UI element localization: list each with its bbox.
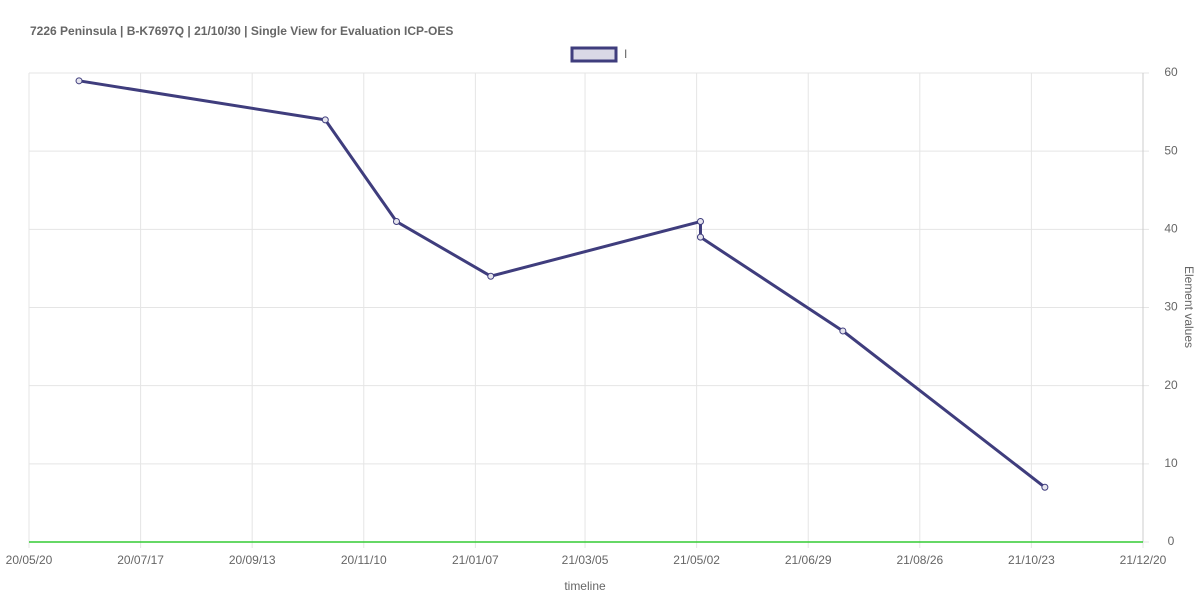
x-tick-label: 21/01/07 — [452, 553, 499, 567]
y-tick-label: 60 — [1164, 65, 1178, 79]
data-point — [321, 116, 329, 124]
y-axis-label: Element values — [1182, 266, 1196, 348]
y-tick-label: 30 — [1164, 300, 1178, 314]
x-axis-label: timeline — [564, 579, 606, 593]
data-point — [696, 233, 704, 241]
data-point — [1041, 483, 1049, 491]
data-point — [392, 218, 400, 226]
legend-swatch — [570, 46, 618, 63]
data-point — [839, 327, 847, 335]
x-tick-label: 21/08/26 — [896, 553, 943, 567]
y-tick-label: 20 — [1164, 378, 1178, 392]
x-tick-label: 20/05/20 — [6, 553, 53, 567]
x-tick-label: 21/12/20 — [1120, 553, 1167, 567]
x-tick-label: 21/10/23 — [1008, 553, 1055, 567]
data-point — [696, 218, 704, 226]
x-tick-label: 21/03/05 — [562, 553, 609, 567]
legend-label: I — [624, 47, 627, 61]
chart-title: 7226 Peninsula | B-K7697Q | 21/10/30 | S… — [30, 24, 453, 38]
x-tick-label: 20/11/10 — [341, 553, 387, 567]
y-tick-label: 40 — [1164, 222, 1178, 236]
series-line — [78, 79, 1046, 489]
x-tick-label: 21/06/29 — [785, 553, 832, 567]
x-tick-label: 20/07/17 — [117, 553, 164, 567]
x-tick-label: 20/09/13 — [229, 553, 276, 567]
x-tick-label: 21/05/02 — [673, 553, 720, 567]
data-point — [75, 77, 83, 85]
y-tick-label: 50 — [1164, 143, 1178, 157]
y-tick-label: 10 — [1164, 456, 1178, 470]
data-point — [487, 272, 495, 280]
y-tick-label: 0 — [1168, 534, 1175, 548]
